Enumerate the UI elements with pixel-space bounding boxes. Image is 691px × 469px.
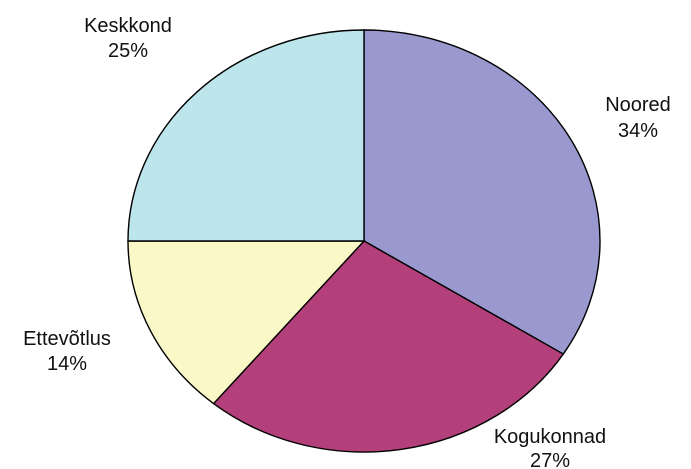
pie-slice-keskkond <box>127 29 365 242</box>
slice-percent-label: 25% <box>108 40 148 62</box>
slice-percent-label: 27% <box>530 450 570 469</box>
slice-name-label: Ettevõtlus <box>23 328 111 350</box>
slice-name-label: Noored <box>605 94 671 116</box>
pie-labels: Noored 34% Kogukonnad 27% Ettevõtlus 14%… <box>23 15 671 469</box>
pie-slice-kogukonnad <box>212 240 565 453</box>
pie-slices <box>127 29 601 453</box>
slice-name-label: Keskkond <box>84 15 172 37</box>
pie-slice-ettevotlus <box>127 240 366 405</box>
slice-percent-label: 14% <box>47 353 87 375</box>
slice-percent-label: 34% <box>618 120 658 142</box>
pie-slice-noored <box>363 29 601 355</box>
slice-name-label: Kogukonnad <box>494 426 606 448</box>
